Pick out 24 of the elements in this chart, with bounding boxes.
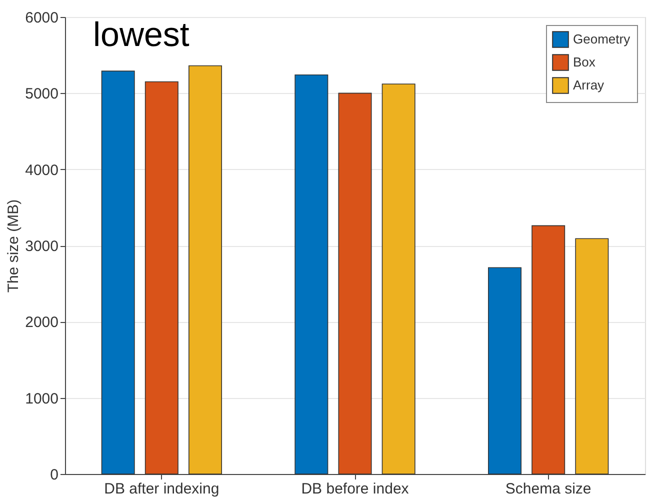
x-tick-label: DB before index (301, 480, 410, 498)
legend-label: Box (573, 54, 596, 70)
x-tick-label: Schema size (505, 480, 592, 498)
bar (575, 238, 609, 474)
bar (188, 65, 222, 474)
bar (532, 225, 566, 474)
y-tick-label: 1000 (25, 390, 58, 408)
bar (101, 70, 135, 474)
y-axis-title: The size (MB) (5, 199, 22, 293)
bar (294, 74, 328, 474)
y-tick-label: 6000 (25, 10, 58, 26)
bar (488, 267, 522, 474)
y-tick-label: 3000 (25, 238, 58, 255)
bar (338, 92, 372, 474)
legend-label: Geometry (573, 32, 631, 46)
legend-label: Array (573, 78, 605, 92)
y-tick-label: 0 (50, 466, 58, 484)
bar (382, 84, 416, 474)
x-tick-label: DB after indexing (104, 480, 220, 498)
y-tick-label: 5000 (25, 86, 58, 103)
y-tick-label: 4000 (25, 162, 58, 179)
y-tick-label: 2000 (25, 314, 58, 332)
annotation: lowest (93, 16, 190, 54)
bar (144, 81, 178, 474)
